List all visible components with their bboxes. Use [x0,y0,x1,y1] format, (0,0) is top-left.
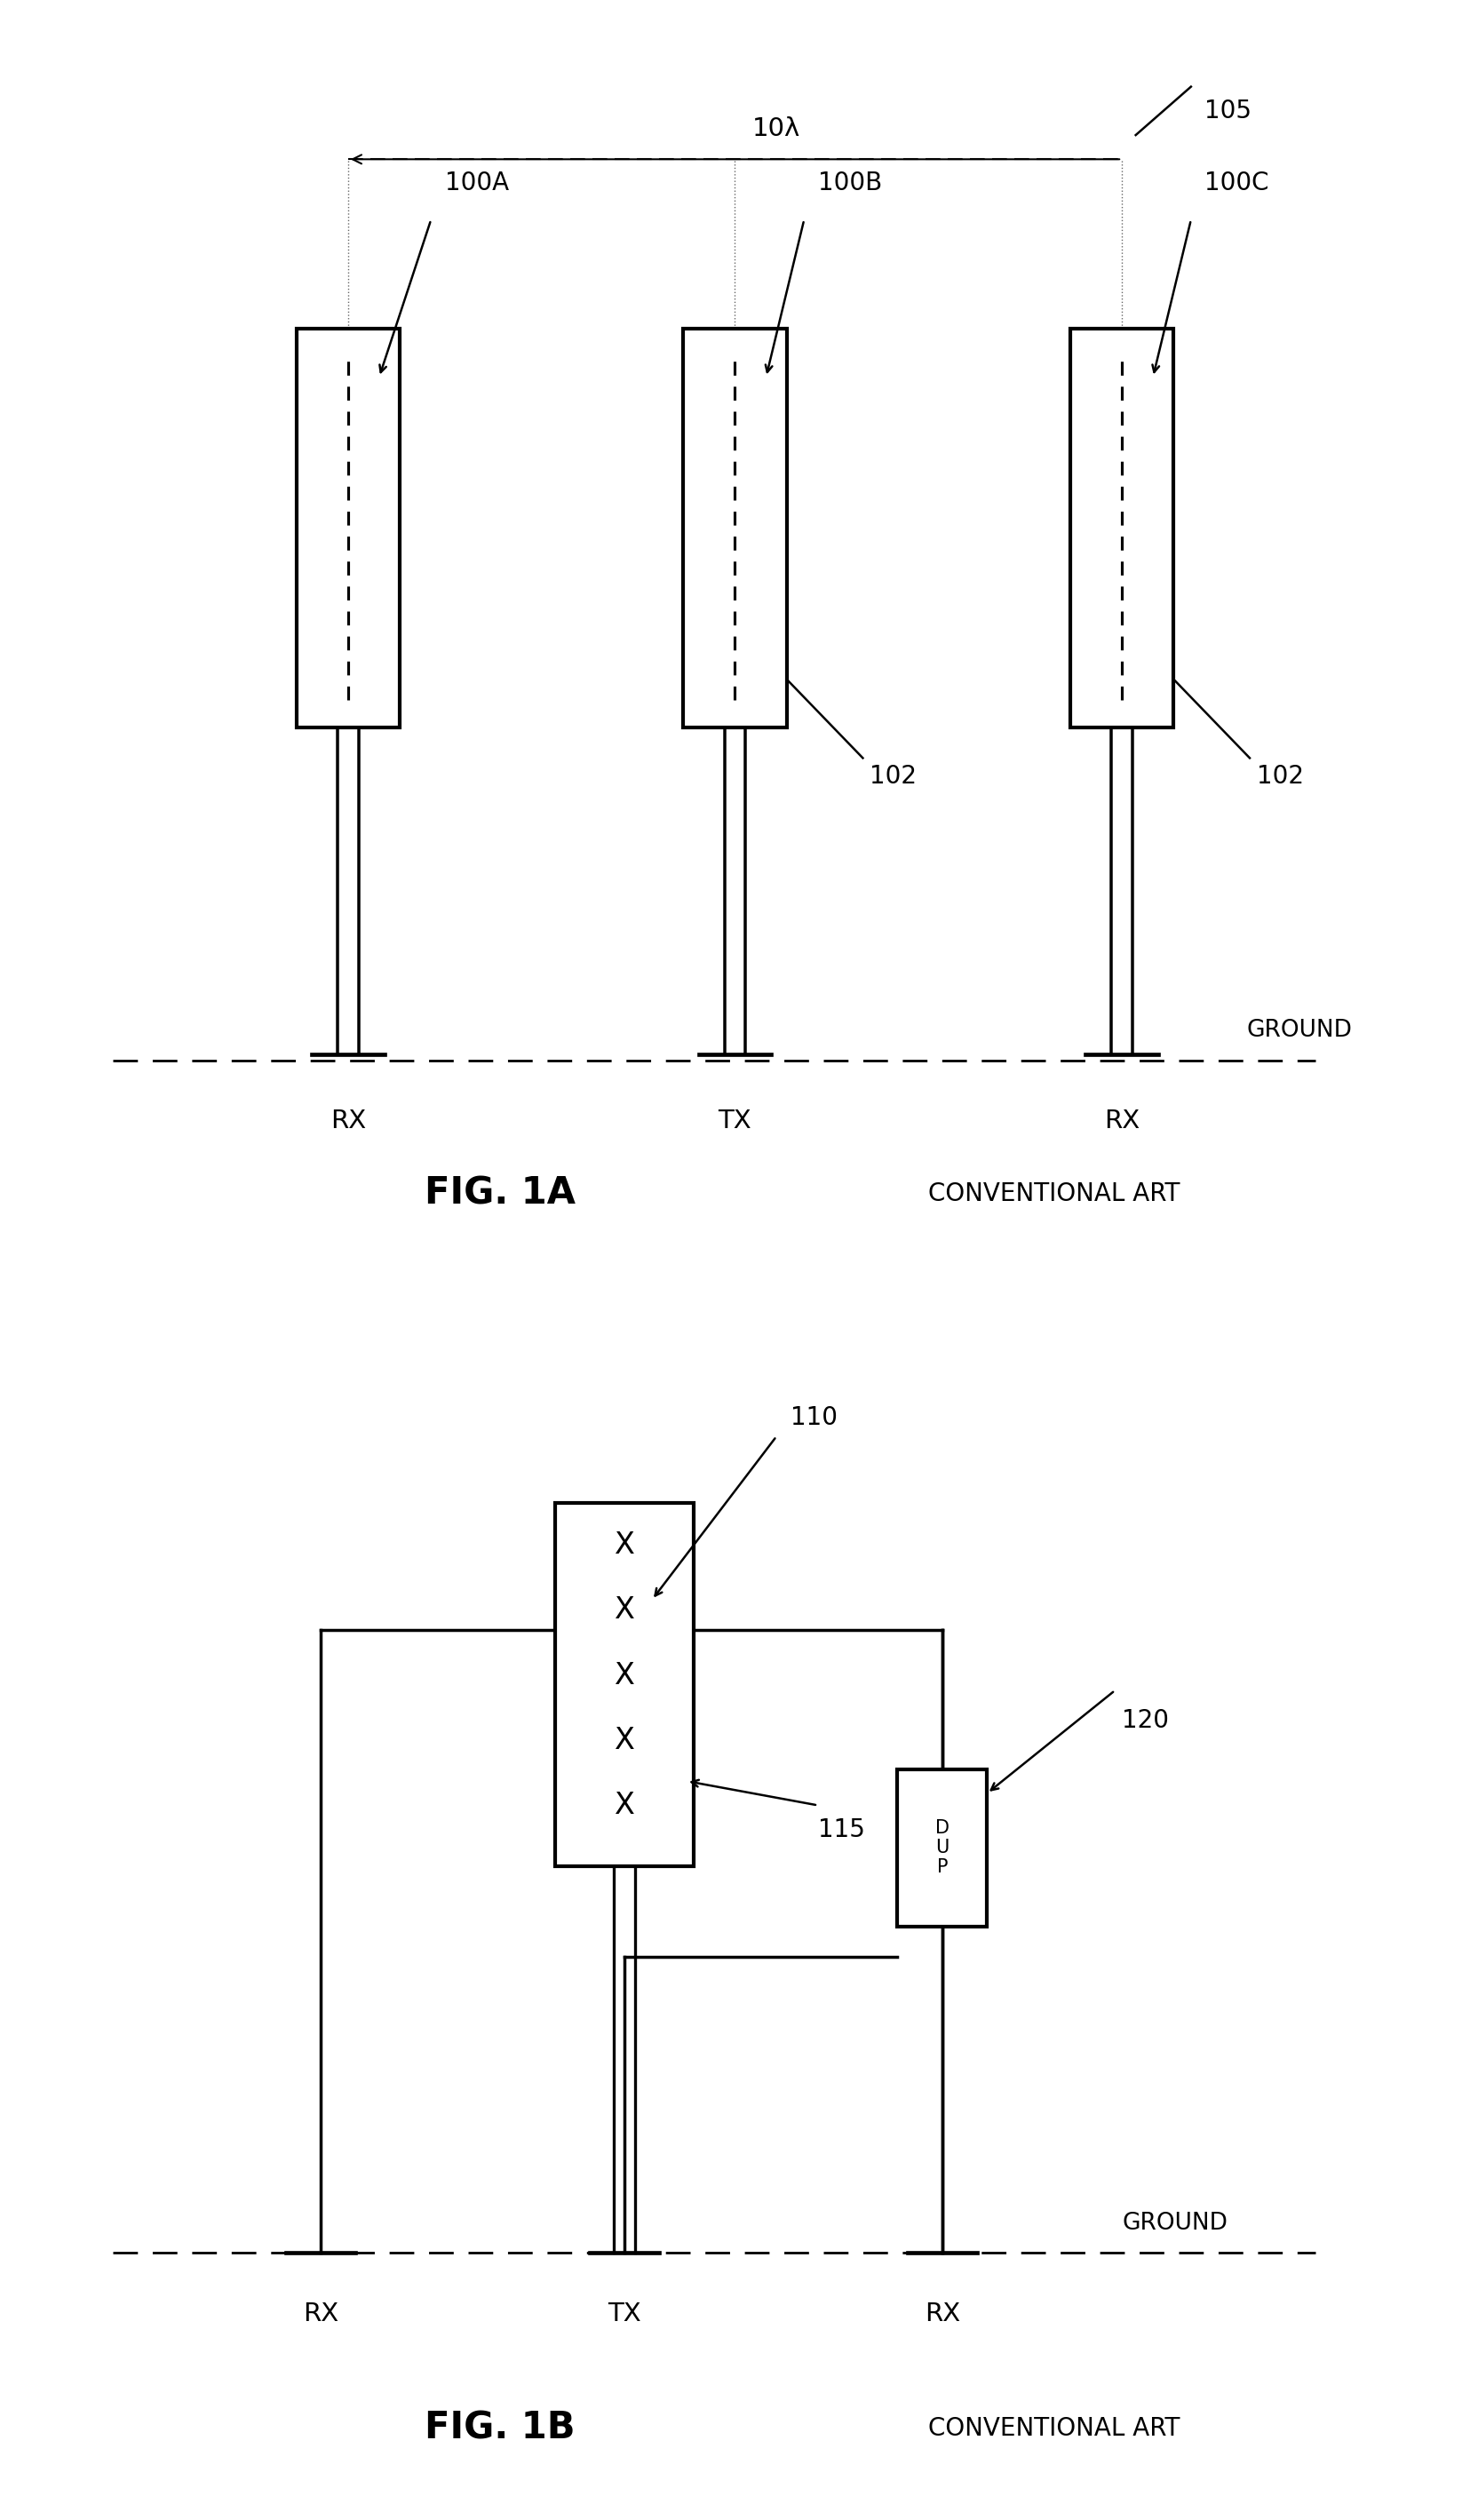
Bar [297,328,400,728]
Text: FIG. 1A: FIG. 1A [425,1174,576,1212]
Text: 100B: 100B [817,171,882,197]
Text: X: X [614,1595,635,1625]
Text: TX: TX [607,2301,641,2326]
Text: 100A: 100A [445,171,509,197]
Text: FIG. 1B: FIG. 1B [425,2409,575,2447]
Text: CONVENTIONAL ART: CONVENTIONAL ART [929,2417,1180,2442]
Text: X: X [614,1661,635,1691]
Text: 102: 102 [870,764,917,789]
Text: RX: RX [925,2301,960,2326]
Bar [684,328,786,728]
Text: 115: 115 [817,1817,864,1842]
Text: GROUND: GROUND [1247,1018,1352,1043]
Text: CONVENTIONAL ART: CONVENTIONAL ART [929,1182,1180,1207]
Text: 10λ: 10λ [753,116,801,141]
Bar [1070,328,1173,728]
Text: 105: 105 [1205,98,1252,123]
Text: RX: RX [331,1109,366,1134]
Text: X: X [614,1792,635,1819]
Text: RX: RX [303,2301,338,2326]
Text: GROUND: GROUND [1122,2213,1227,2235]
Text: X: X [614,1530,635,1560]
Text: D
U
P: D U P [935,1819,950,1875]
Text: TX: TX [719,1109,751,1134]
Text: 120: 120 [1122,1709,1169,1734]
Bar [897,1769,988,1925]
Text: X: X [614,1726,635,1754]
Text: 110: 110 [791,1406,838,1431]
Text: RX: RX [1104,1109,1139,1134]
Bar [556,1502,694,1865]
Text: 102: 102 [1257,764,1304,789]
Text: 100C: 100C [1205,171,1269,197]
